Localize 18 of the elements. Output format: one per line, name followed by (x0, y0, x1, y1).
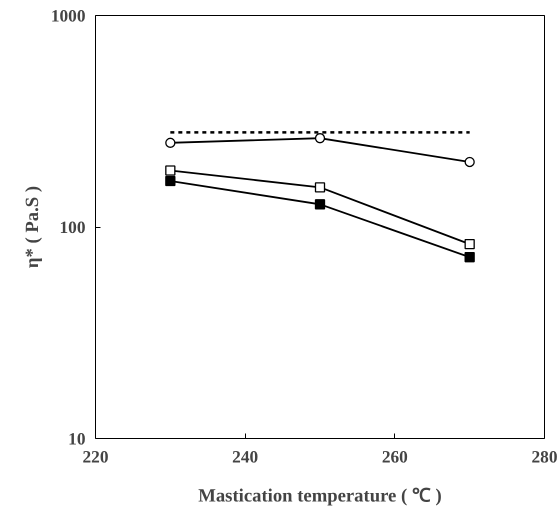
y-axis-title: η* ( Pa.S ) (22, 186, 43, 268)
point (165, 138, 176, 148)
point (314, 133, 326, 144)
y-tick-label: 1000 (50, 6, 86, 26)
x-tick-label: 260 (382, 448, 408, 466)
x-axis-title: Mastication temperature ( ℃ ) (198, 486, 442, 506)
y-tick-label: 10 (68, 430, 86, 448)
x-tick-label: 240 (232, 448, 258, 466)
point (314, 199, 326, 210)
x-tick-label: 280 (532, 448, 558, 466)
point (165, 165, 176, 176)
y-tick-label: 100 (60, 218, 86, 237)
point (314, 182, 326, 192)
point (464, 238, 475, 250)
x-tick-label: 220 (82, 448, 109, 466)
point (165, 176, 176, 186)
point (464, 252, 475, 262)
point (464, 156, 475, 168)
